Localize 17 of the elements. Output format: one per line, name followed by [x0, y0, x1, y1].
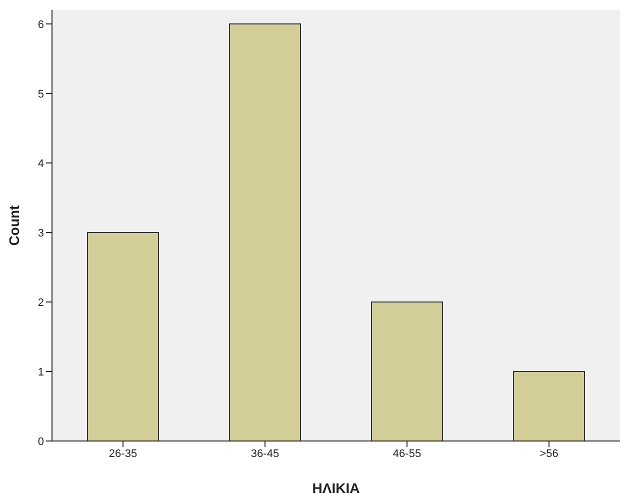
x-tick-label: 26-35 [108, 448, 138, 460]
x-tick-label: >56 [540, 448, 558, 460]
y-tick-label: 6 [38, 18, 44, 31]
x-tick-label: 36-45 [250, 448, 280, 460]
y-tick-label: 5 [38, 88, 44, 100]
bar [87, 232, 159, 441]
y-tick-label: 2 [38, 296, 44, 309]
bar [513, 370, 585, 441]
y-axis-title: Count [6, 204, 22, 246]
bar [371, 301, 443, 441]
y-tick-label: 1 [38, 366, 44, 378]
y-tick-label: 3 [38, 227, 44, 240]
bar [229, 23, 301, 441]
y-tick-label: 4 [38, 158, 44, 170]
x-tick-label: 46-55 [392, 448, 422, 460]
x-axis-title: ΗΛΙΚΙΑ [312, 480, 360, 496]
y-tick-label: 0 [38, 436, 44, 448]
